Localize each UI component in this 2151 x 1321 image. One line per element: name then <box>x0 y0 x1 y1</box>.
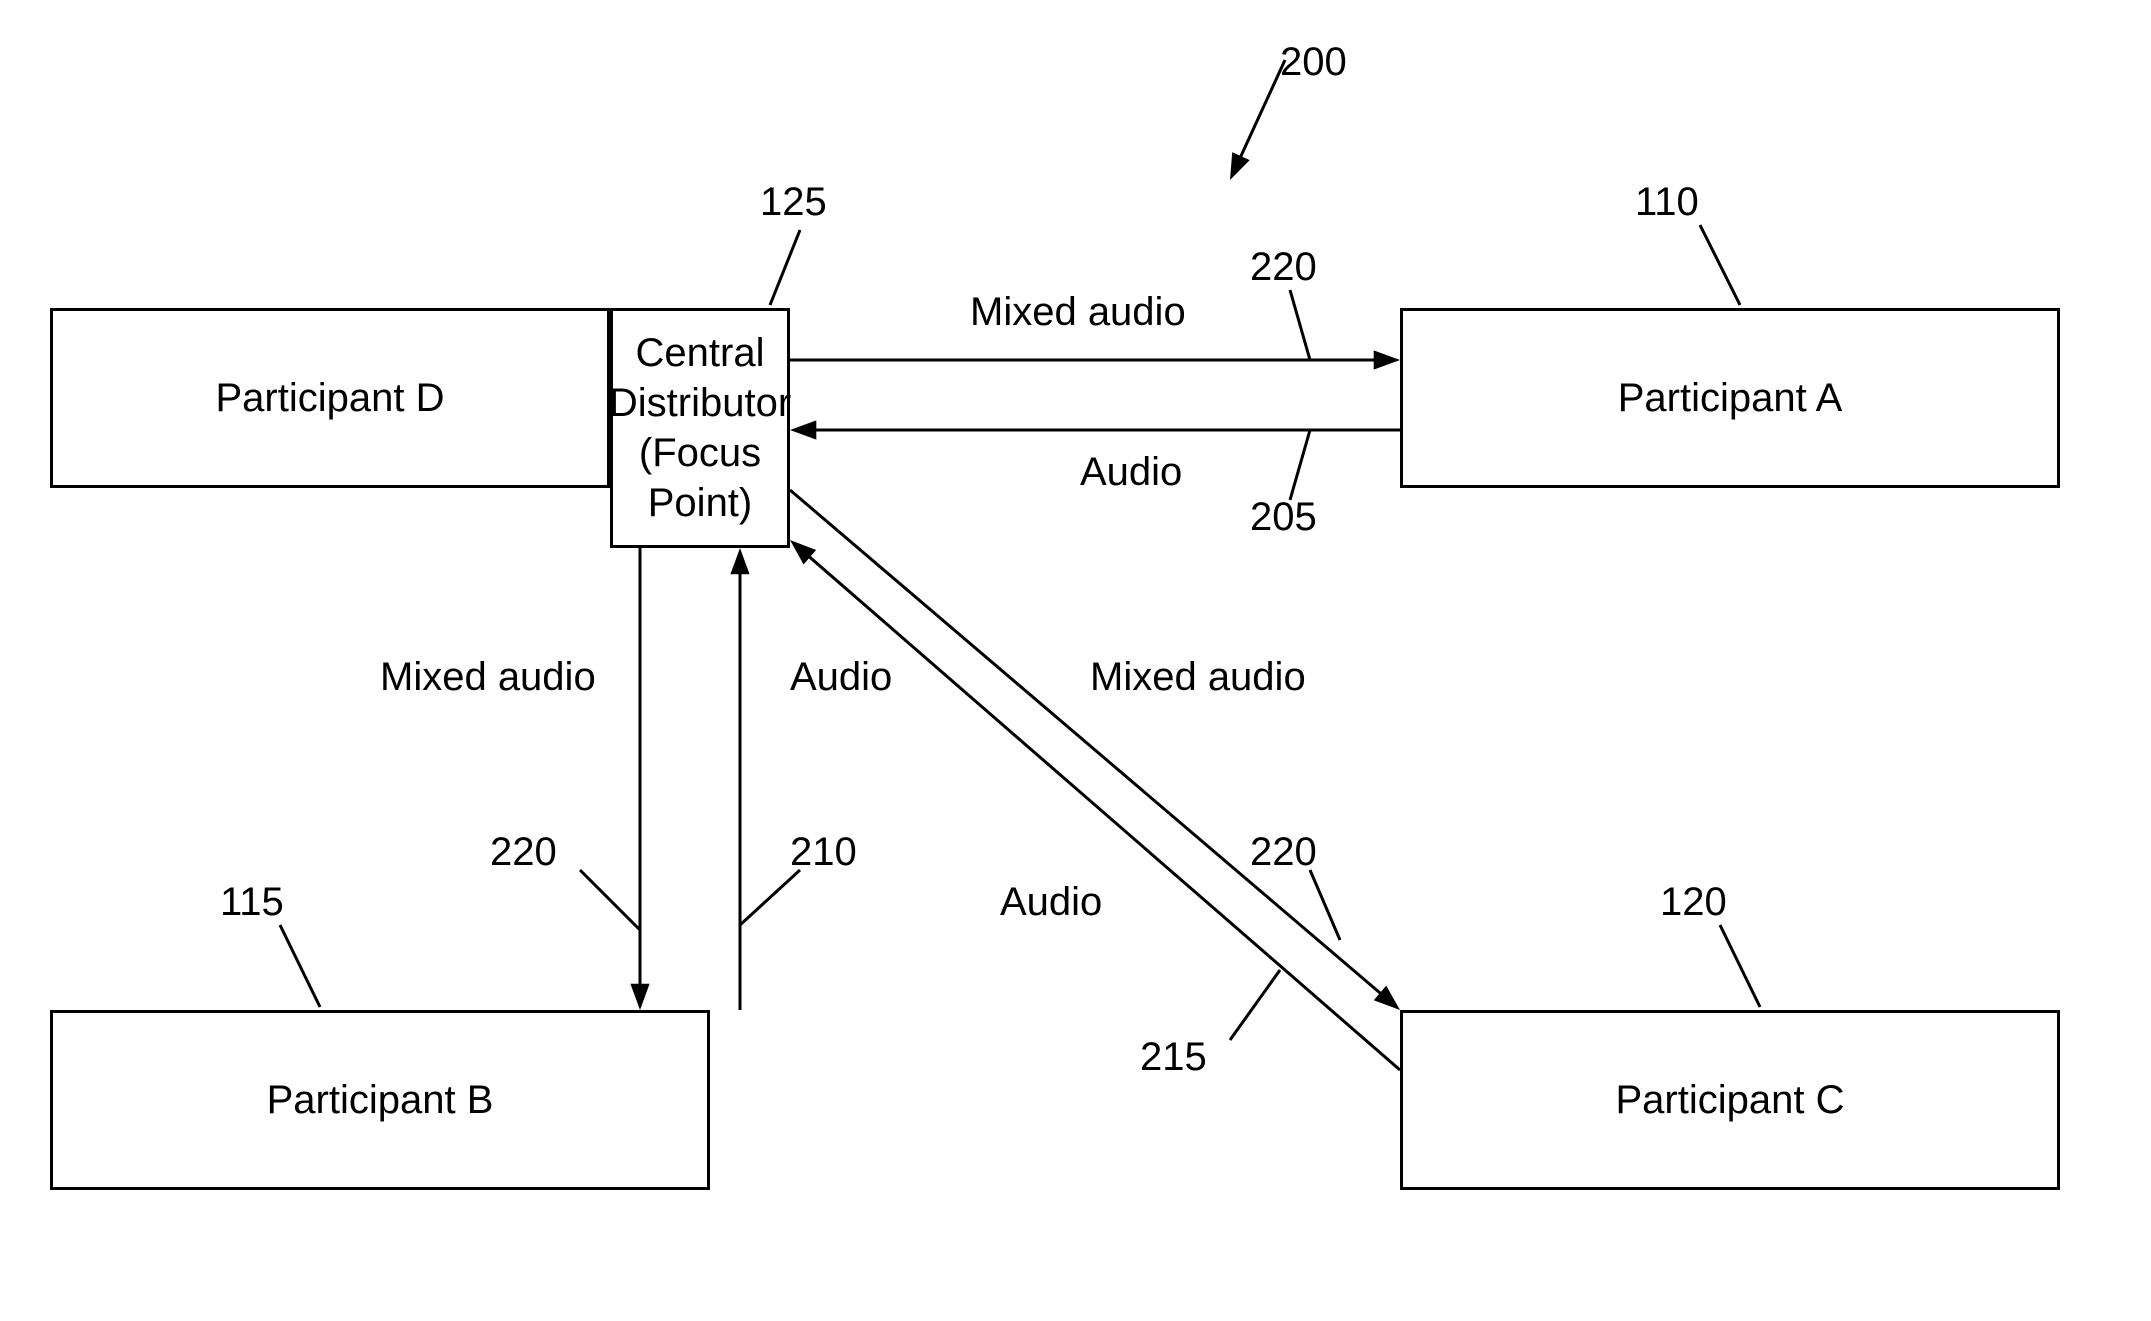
participant-d-label: Participant D <box>216 373 445 423</box>
ref-200: 200 <box>1280 40 1347 85</box>
central-distributor-label: CentralDistributor(FocusPoint) <box>609 328 791 528</box>
ref-205: 205 <box>1250 495 1317 540</box>
audio-b: Audio <box>790 655 892 700</box>
audio-c: Audio <box>1000 880 1102 925</box>
ref-210: 210 <box>790 830 857 875</box>
ref-115: 115 <box>220 880 284 925</box>
ref-125: 125 <box>760 180 827 225</box>
ref-220-a: 220 <box>1250 245 1317 290</box>
participant-b-box: Participant B <box>50 1010 710 1190</box>
audio-a: Audio <box>1080 450 1182 495</box>
participant-c-box: Participant C <box>1400 1010 2060 1190</box>
ref-215: 215 <box>1140 1035 1207 1080</box>
participant-a-label: Participant A <box>1618 373 1843 423</box>
ref-110: 110 <box>1635 180 1699 225</box>
ref-220-c: 220 <box>1250 830 1317 875</box>
ref-220-b: 220 <box>490 830 557 875</box>
ref-120: 120 <box>1660 880 1727 925</box>
participant-d-box: Participant D <box>50 308 610 488</box>
central-distributor-box: CentralDistributor(FocusPoint) <box>610 308 790 548</box>
mixed-audio-a: Mixed audio <box>970 290 1186 335</box>
participant-a-box: Participant A <box>1400 308 2060 488</box>
participant-c-label: Participant C <box>1616 1075 1845 1125</box>
participant-b-label: Participant B <box>267 1075 494 1125</box>
diagram-canvas: Participant D CentralDistributor(FocusPo… <box>0 0 2151 1321</box>
mixed-audio-b: Mixed audio <box>380 655 596 700</box>
mixed-audio-c: Mixed audio <box>1090 655 1306 700</box>
